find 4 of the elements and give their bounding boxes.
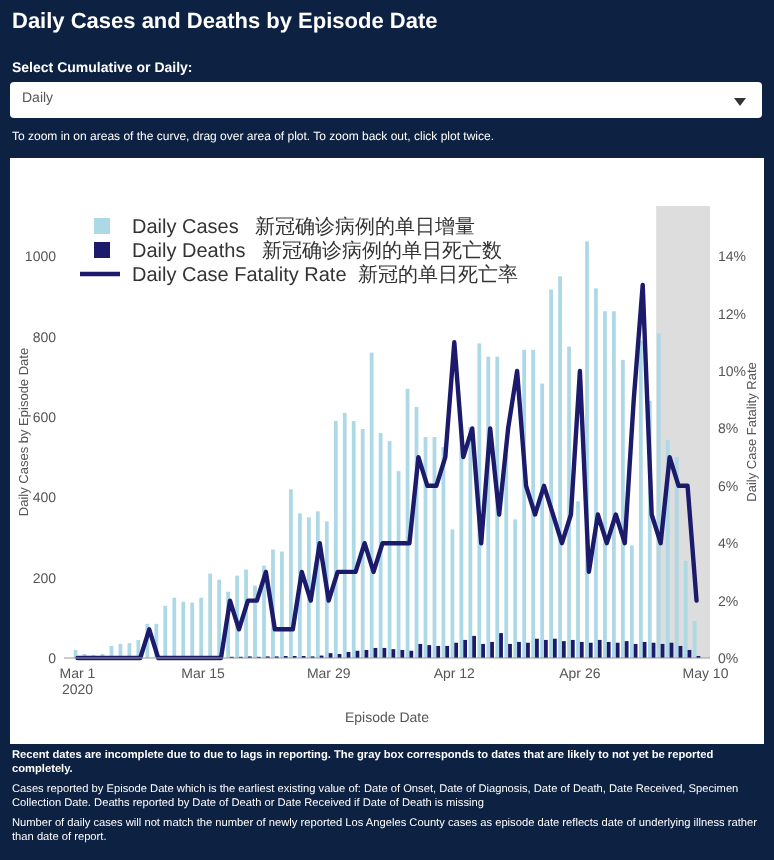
legend-label: Daily Cases 新冠确诊病例的单日增量 [132,215,476,239]
chart-title: Daily Cases and Deaths by Episode Date [12,10,438,34]
legend-label: Daily Deaths 新冠确诊病例的单日死亡数 [132,239,503,263]
legend-label: Daily Case Fatality Rate 新冠的单日死亡率 [132,263,518,287]
